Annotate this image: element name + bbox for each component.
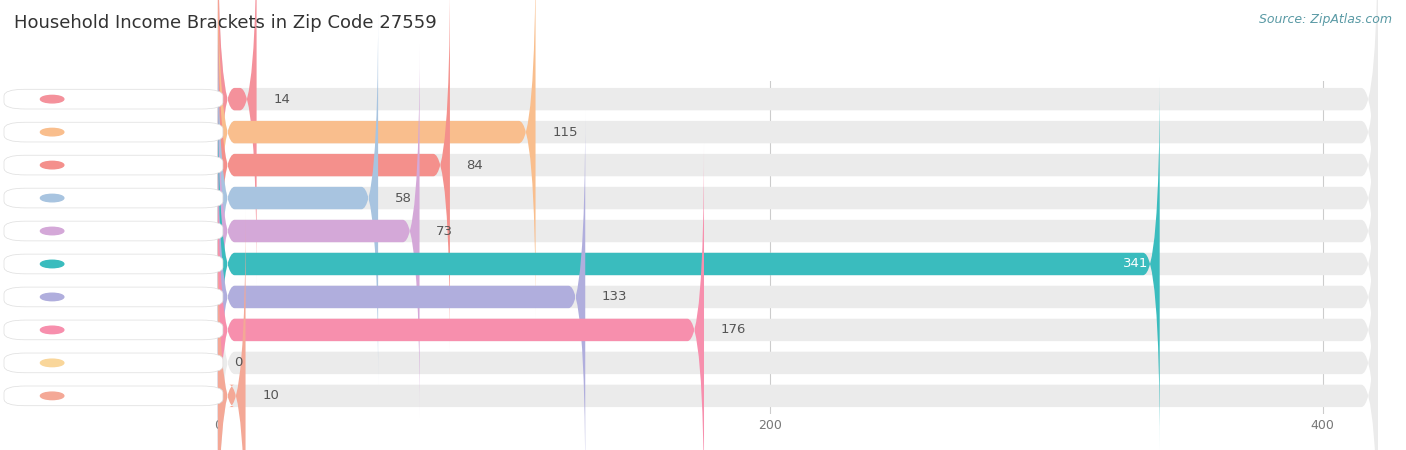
Text: 115: 115	[553, 126, 578, 139]
FancyBboxPatch shape	[218, 209, 1378, 450]
FancyBboxPatch shape	[218, 0, 1378, 352]
Text: $75,000 to $99,999: $75,000 to $99,999	[73, 290, 183, 304]
Text: 73: 73	[436, 225, 453, 238]
FancyBboxPatch shape	[218, 11, 378, 385]
FancyBboxPatch shape	[218, 0, 1378, 286]
Text: $10,000 to $14,999: $10,000 to $14,999	[73, 125, 183, 139]
FancyBboxPatch shape	[218, 0, 257, 286]
FancyBboxPatch shape	[218, 176, 1378, 450]
Text: Less than $10,000: Less than $10,000	[73, 93, 195, 106]
FancyBboxPatch shape	[218, 110, 1378, 450]
Text: Source: ZipAtlas.com: Source: ZipAtlas.com	[1258, 14, 1392, 27]
Text: 176: 176	[721, 324, 747, 337]
Text: 84: 84	[467, 158, 484, 171]
Text: 133: 133	[602, 290, 627, 303]
FancyBboxPatch shape	[218, 0, 536, 319]
FancyBboxPatch shape	[218, 45, 1378, 418]
Text: $200,000+: $200,000+	[73, 389, 148, 402]
FancyBboxPatch shape	[218, 0, 1378, 319]
Text: 0: 0	[235, 356, 243, 369]
Text: $15,000 to $24,999: $15,000 to $24,999	[73, 158, 183, 172]
FancyBboxPatch shape	[218, 77, 1378, 450]
Text: $100,000 to $149,999: $100,000 to $149,999	[73, 323, 200, 337]
FancyBboxPatch shape	[218, 143, 704, 450]
FancyBboxPatch shape	[218, 77, 1160, 450]
FancyBboxPatch shape	[218, 110, 585, 450]
Text: 58: 58	[395, 192, 412, 205]
FancyBboxPatch shape	[218, 11, 1378, 385]
Text: 14: 14	[273, 93, 290, 106]
Text: $50,000 to $74,999: $50,000 to $74,999	[73, 257, 183, 271]
Text: 10: 10	[262, 389, 278, 402]
FancyBboxPatch shape	[218, 0, 450, 352]
Text: $35,000 to $49,999: $35,000 to $49,999	[73, 224, 183, 238]
FancyBboxPatch shape	[218, 143, 1378, 450]
Text: Household Income Brackets in Zip Code 27559: Household Income Brackets in Zip Code 27…	[14, 14, 437, 32]
Text: $150,000 to $199,999: $150,000 to $199,999	[73, 356, 200, 370]
FancyBboxPatch shape	[218, 209, 246, 450]
Text: $25,000 to $34,999: $25,000 to $34,999	[73, 191, 183, 205]
Text: 341: 341	[1123, 257, 1149, 270]
FancyBboxPatch shape	[218, 45, 419, 418]
